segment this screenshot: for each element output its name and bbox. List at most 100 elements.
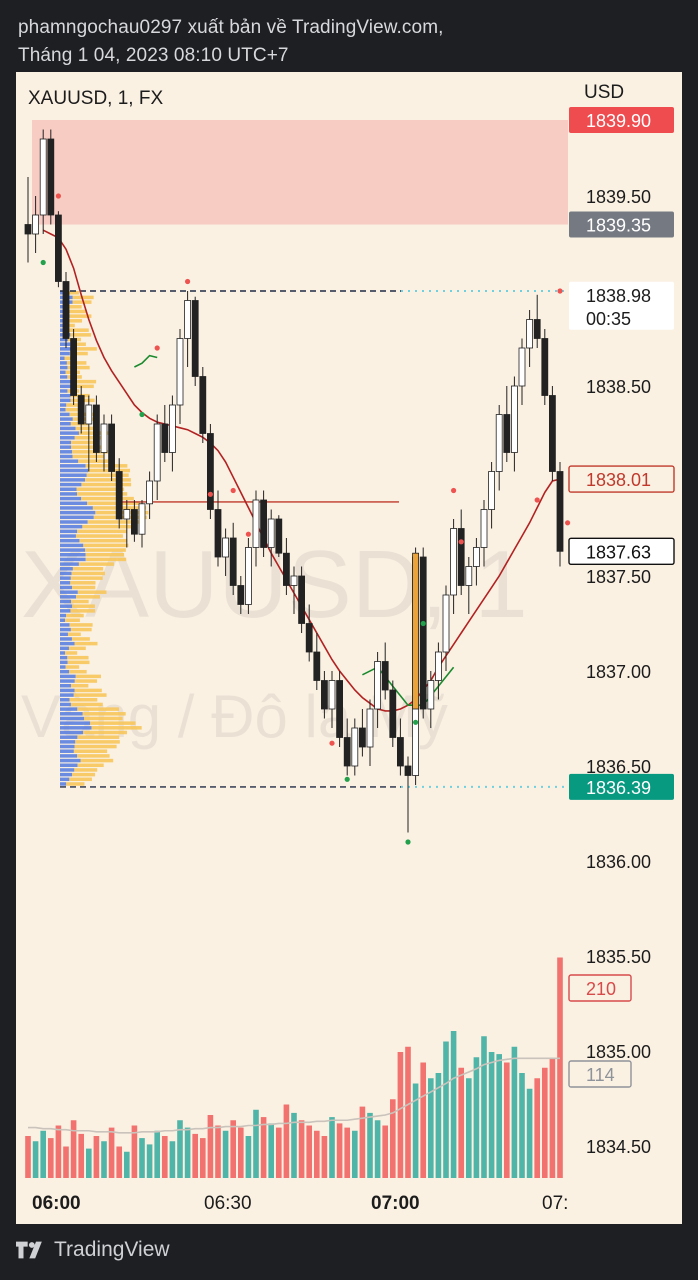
candle-bear: [404, 765, 412, 776]
volume-profile-down-bar: [67, 632, 81, 637]
candle-bear: [343, 737, 351, 767]
volume-bar: [108, 1127, 115, 1178]
candle-bear: [62, 281, 70, 339]
candle-bull: [32, 214, 40, 235]
volume-bar: [405, 1046, 411, 1178]
volume-profile-down-bar: [75, 534, 123, 538]
volume-profile-up-bar: [60, 510, 96, 515]
price-label: 1839.90: [586, 111, 651, 131]
volume-profile-up-bar: [60, 627, 71, 632]
candle-bear: [237, 585, 245, 605]
candle-bear: [336, 680, 344, 738]
volume-profile-down-bar: [80, 758, 114, 763]
volume-profile-down-bar: [72, 772, 96, 777]
volume-bar: [557, 957, 563, 1178]
volume-bar: [473, 1057, 480, 1178]
price-tick-label: 1837.50: [586, 567, 651, 587]
candle-bear: [298, 575, 306, 624]
volume-profile-up-bar: [60, 347, 75, 351]
buy-signal-dot: [139, 411, 145, 418]
volume-profile-down-bar: [72, 450, 109, 454]
volume-profile-up-bar: [60, 464, 86, 468]
volume-profile-down-bar: [69, 777, 92, 782]
price-tick-label: 1839.50: [586, 187, 651, 207]
volume-profile-down-bar: [85, 552, 125, 557]
volume-profile-up-bar: [60, 571, 72, 576]
price-tick-label: 1837.00: [586, 662, 651, 682]
candle-bear: [206, 433, 214, 510]
candle-bull: [374, 661, 382, 710]
candle-bear: [358, 727, 366, 748]
volume-profile-down-bar: [76, 487, 125, 491]
volume-profile-up-bar: [60, 562, 79, 566]
candle-bear: [191, 300, 199, 377]
volume-profile-down-bar: [66, 291, 79, 295]
candle-bear: [131, 509, 138, 535]
candle-bull: [465, 566, 473, 586]
volume-profile-down-bar: [66, 782, 85, 786]
volume-profile-up-bar: [60, 698, 70, 702]
candle-bull: [472, 547, 480, 567]
volume-profile-down-bar: [82, 524, 135, 529]
candle-bear: [275, 518, 283, 554]
volume-profile-down-bar: [77, 754, 110, 758]
price-tick-label: 1835.00: [586, 1042, 651, 1062]
price-tick-label: 1836.50: [586, 757, 651, 777]
publisher-line: phamngochau0297 xuất bản về TradingView.…: [18, 17, 444, 38]
volume-profile-up-bar: [60, 501, 88, 506]
candle-bull: [168, 404, 176, 453]
volume-profile-up-bar: [60, 581, 71, 585]
volume-bar: [390, 1099, 396, 1178]
price-label: 1836.39: [586, 778, 651, 798]
volume-ma-line: [28, 1057, 560, 1134]
candle-bear: [419, 556, 427, 710]
volume-bar: [504, 1062, 510, 1178]
volume-bar: [314, 1130, 320, 1178]
candle-bull: [488, 471, 496, 510]
volume-profile-up-bar: [60, 468, 89, 473]
volume-profile-down-bar: [83, 730, 128, 735]
volume-label-box: [568, 974, 632, 1002]
volume-profile-down-bar: [65, 651, 78, 655]
volume-bar: [131, 1125, 138, 1178]
volume-profile-up-bar: [60, 529, 78, 534]
volume-bar: [192, 1133, 198, 1178]
volume-profile-down-bar: [71, 637, 90, 641]
volume-bar: [412, 1083, 419, 1178]
volume-profile-down-bar: [66, 403, 85, 407]
volume-bar: [146, 1144, 153, 1178]
sell-signal-dot: [565, 520, 571, 526]
candle-bear: [108, 423, 115, 472]
volume-bar: [200, 1138, 206, 1178]
price-chart[interactable]: XAUUSD, 1 Vàng / Đô la Mỹ 1839.501837.50…: [16, 72, 682, 1224]
candle-bear: [282, 552, 290, 586]
chart-panel[interactable]: XAUUSD, 1 Vàng / Đô la Mỹ 1839.50 1837.50…: [16, 72, 682, 1224]
volume-profile-down-bar: [72, 454, 104, 459]
volume-profile-up-bar: [60, 702, 71, 707]
volume-bar: [63, 1146, 69, 1178]
volume-profile-down-bar: [67, 365, 90, 370]
volume-profile-down-bar: [69, 623, 93, 627]
volume-profile-up-bar: [60, 693, 74, 697]
candle-bull: [328, 680, 336, 710]
volume-profile-up-bar: [60, 679, 75, 683]
candle-bull: [427, 680, 435, 710]
volume-profile-up-bar: [60, 548, 86, 552]
volume-profile-down-bar: [70, 683, 89, 688]
volume-profile-up-bar: [60, 407, 66, 412]
volume-bar: [215, 1125, 221, 1178]
price-label-box: [569, 281, 674, 330]
candle-bull: [495, 414, 503, 472]
volume-profile-up-bar: [60, 576, 71, 580]
volume-bar: [367, 1112, 373, 1178]
price-tick-label: 1834.50: [586, 1137, 651, 1157]
volume-bar: [458, 1067, 464, 1178]
volume-bar: [169, 1141, 176, 1178]
price-tick-label: 1836.00: [586, 852, 651, 872]
candle-bear: [93, 404, 100, 453]
volume-bar: [435, 1073, 442, 1178]
volume-profile-down-bar: [74, 436, 102, 440]
volume-bar: [139, 1138, 145, 1178]
volume-bar: [55, 1125, 62, 1178]
symbol-title[interactable]: XAUUSD, 1, FX: [28, 88, 164, 109]
